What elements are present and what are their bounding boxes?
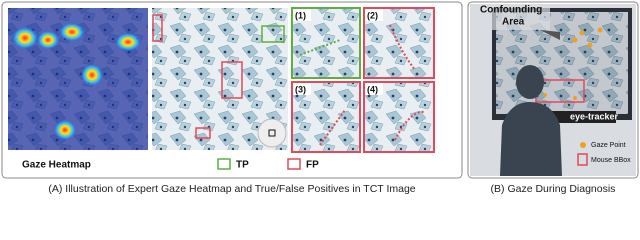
decoration (36, 30, 60, 50)
heatmap-label: Gaze Heatmap (22, 160, 91, 171)
area-label: Area (502, 17, 525, 28)
mouse-bbox-swatch (577, 153, 588, 166)
decoration (543, 93, 547, 97)
person (500, 65, 562, 176)
label-backdrop (478, 4, 550, 30)
fp-label: FP (306, 160, 319, 171)
decoration (53, 119, 77, 141)
zoom-label: (4) (367, 84, 378, 94)
decoration (389, 24, 416, 71)
fp-box (221, 61, 243, 99)
caption-a: (A) Illustration of Expert Gaze Heatmap … (48, 183, 415, 195)
decoration (299, 39, 341, 56)
inset-box (268, 129, 276, 137)
decoration (573, 96, 577, 100)
tp-box (261, 25, 285, 43)
tp-swatch (217, 158, 231, 170)
panel-b-frame (467, 1, 639, 179)
arrow (540, 30, 560, 40)
zoom-label: (1) (295, 10, 306, 20)
gaze-point-swatch (580, 142, 586, 148)
decoration (579, 30, 585, 36)
panel-a-frame (1, 1, 463, 179)
zoom-tag (365, 9, 383, 21)
mouse-bbox-label: Mouse BBox (591, 157, 631, 164)
fp-box (195, 127, 211, 139)
fp-swatch (287, 158, 301, 170)
decoration (500, 102, 562, 176)
zoom-label: (3) (295, 84, 306, 94)
decoration (516, 65, 544, 99)
decoration (394, 110, 426, 141)
zoom-tag (293, 83, 311, 95)
confounding-label: Confounding (480, 5, 542, 16)
decoration (58, 22, 86, 42)
fp-box (152, 14, 163, 42)
zoom-tag (293, 9, 311, 21)
decoration (80, 63, 104, 87)
decoration (597, 27, 603, 33)
eye-tracker-bar (546, 111, 616, 123)
tp-label: TP (236, 160, 249, 171)
heat-spots (11, 22, 142, 141)
zoom-tag (365, 83, 383, 95)
gaze-point-label: Gaze Point (591, 142, 626, 149)
eye-tracker-label: eye-tracker (570, 111, 619, 121)
figure: (1) (2) (3) (4) Gaze Heatmap TP FP (A) I… (1, 1, 639, 195)
decoration (319, 109, 346, 146)
zoom-panels (291, 7, 435, 153)
decoration (587, 42, 593, 48)
caption-b: (B) Gaze During Diagnosis (491, 183, 616, 195)
decoration (11, 26, 39, 50)
decoration (572, 37, 578, 43)
decoration (114, 32, 142, 52)
inset-circle (257, 118, 287, 148)
gaze-points (543, 27, 603, 100)
zoom-label: (2) (367, 10, 378, 20)
